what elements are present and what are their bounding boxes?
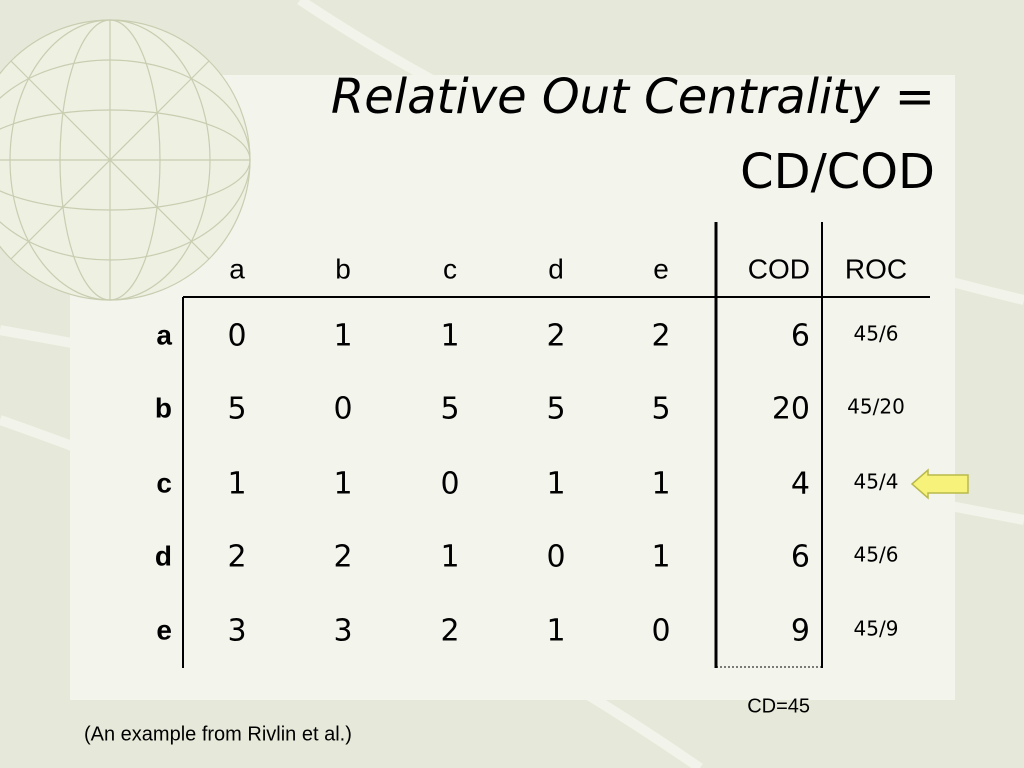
column-header: a (229, 253, 245, 284)
cell: 1 (333, 467, 352, 502)
column-header: d (548, 253, 564, 284)
cell: 0 (440, 467, 459, 502)
cell: 5 (227, 392, 246, 427)
roc-cell: 45/4 (854, 470, 899, 494)
row-label: b (155, 392, 172, 423)
cell: 2 (546, 319, 565, 354)
cell: 9 (791, 614, 810, 649)
column-header: e (653, 253, 669, 284)
cell: 1 (651, 467, 670, 502)
cell: 1 (440, 540, 459, 575)
cd-total: CD=45 (747, 695, 810, 717)
cell: 1 (227, 467, 246, 502)
table-rules (182, 222, 930, 668)
title-italic: Relative Out Centrality (331, 69, 880, 125)
cell: 6 (791, 540, 810, 575)
roc-cell: 45/6 (854, 543, 899, 567)
cell: 0 (333, 392, 352, 427)
row-label: e (156, 614, 172, 645)
cell: 1 (546, 614, 565, 649)
column-header: ROC (845, 253, 907, 284)
cell: 1 (651, 540, 670, 575)
cell: 4 (791, 467, 810, 502)
cell: 1 (546, 467, 565, 502)
row-label: c (156, 467, 172, 498)
cell: 3 (333, 614, 352, 649)
cell: 2 (651, 319, 670, 354)
cell: 1 (333, 319, 352, 354)
row-label: a (156, 319, 172, 350)
cell: 2 (333, 540, 352, 575)
cell: 2 (440, 614, 459, 649)
globe (0, 19, 251, 301)
cell: 5 (440, 392, 459, 427)
title-line2: CD/COD (740, 144, 935, 200)
row-label: d (155, 540, 172, 571)
cell: 0 (651, 614, 670, 649)
caption: (An example from Rivlin et al.) (84, 723, 352, 745)
cell: 5 (546, 392, 565, 427)
column-header: c (443, 253, 457, 284)
cell: 6 (791, 319, 810, 354)
roc-cell: 45/6 (854, 322, 899, 346)
column-header: b (335, 253, 351, 284)
title-equals: = (895, 69, 935, 125)
cell: 2 (227, 540, 246, 575)
highlight-arrow (910, 468, 969, 500)
roc-cell: 45/20 (847, 395, 905, 419)
cell: 1 (440, 319, 459, 354)
column-header: COD (748, 253, 810, 284)
title-line1: Relative Out Centrality = (331, 69, 935, 125)
cell: 5 (651, 392, 670, 427)
cell: 0 (227, 319, 246, 354)
cell: 0 (546, 540, 565, 575)
cell: 3 (227, 614, 246, 649)
roc-cell: 45/9 (854, 617, 899, 641)
cell: 20 (772, 392, 810, 427)
